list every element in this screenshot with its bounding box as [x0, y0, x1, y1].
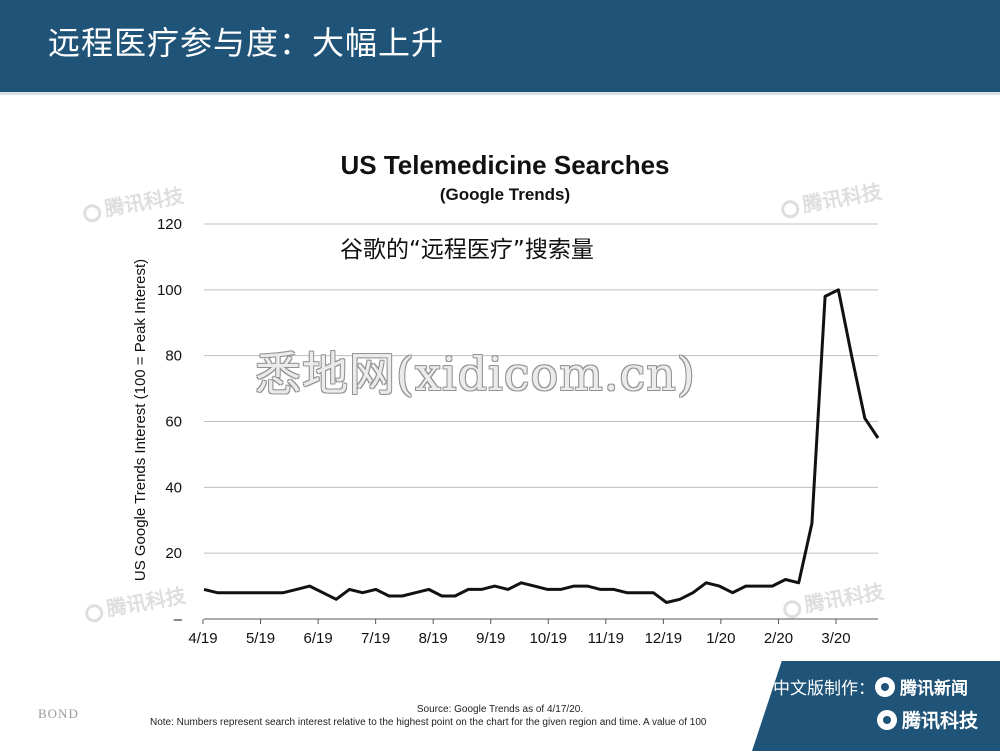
chart-annotation: 谷歌的“远程医疗”搜索量 [340, 237, 594, 263]
credit-brand-news: 腾讯新闻 [900, 679, 968, 699]
x-tick-label: 12/19 [645, 630, 683, 647]
credit-line-1: 中文版制作： 腾讯新闻 [773, 674, 968, 699]
y-tick-label: 40 [165, 479, 182, 496]
credit-badge [752, 661, 1000, 751]
header-divider [0, 92, 1000, 95]
y-tick-label: 20 [165, 545, 182, 562]
header-bar [0, 0, 1000, 92]
y-tick-label: 100 [157, 282, 182, 299]
x-tick-label: 7/19 [361, 630, 390, 647]
tencent-logo-icon [877, 710, 897, 730]
y-tick-label: 120 [157, 216, 182, 233]
site-watermark: 悉地网(xidicom.cn) [255, 347, 696, 401]
chart-title: US Telemedicine Searches [340, 150, 670, 180]
x-tick-label: 3/20 [821, 630, 850, 647]
source-note: Source: Google Trends as of 4/17/20. [416, 704, 584, 715]
chart-subtitle: (Google Trends) [439, 185, 571, 204]
x-tick-label: 8/19 [419, 630, 448, 647]
bond-logo: BOND [38, 706, 79, 721]
footnote: Note: Numbers represent search interest … [150, 717, 707, 728]
credit-brand-tech: 腾讯科技 [902, 710, 979, 732]
page-title: 远程医疗参与度：大幅上升 [48, 24, 445, 62]
x-tick-label: 2/20 [764, 630, 793, 647]
credit-prefix: 中文版制作： [773, 679, 875, 699]
x-tick-label: 9/19 [476, 630, 505, 647]
credit-line-2: 腾讯科技 [877, 706, 978, 733]
x-tick-label: 11/19 [588, 630, 624, 647]
y-tick-label: 80 [165, 348, 182, 365]
x-tick-label: 4/19 [188, 630, 217, 647]
y-tick-label: 60 [165, 414, 182, 431]
tencent-logo-icon [875, 677, 895, 697]
x-tick-label: 5/19 [246, 630, 275, 647]
y-tick-label: – [174, 611, 183, 628]
x-tick-label: 6/19 [303, 630, 332, 647]
x-tick-label: 1/20 [706, 630, 735, 647]
series-line [203, 288, 880, 604]
y-axis-label: US Google Trends Interest (100 = Peak In… [132, 258, 149, 582]
x-tick-label: 10/19 [529, 630, 567, 647]
